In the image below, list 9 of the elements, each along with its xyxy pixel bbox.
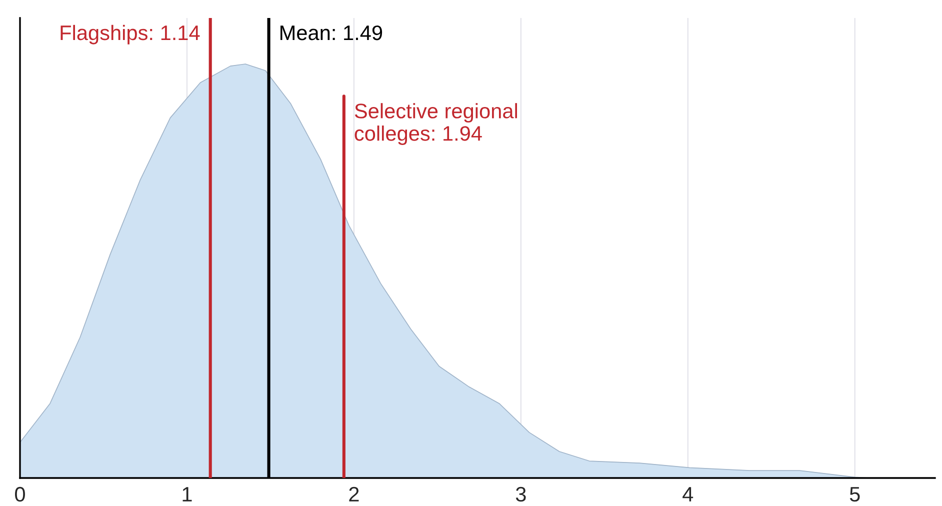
x-tick-label: 2 [349, 486, 359, 502]
ref-line-label: Mean: 1.49 [280, 25, 382, 40]
x-tick-label: 0 [15, 486, 25, 502]
ref-line-label: Flagships: 1.14 [60, 24, 200, 44]
x-tick-label: 4 [682, 487, 694, 502]
x-tick-label: 5 [850, 487, 860, 502]
ref-line-label: Selective regional colleges: 1.94 [354, 103, 517, 145]
x-tick-label: 3 [516, 486, 526, 502]
x-tick-label: 1 [182, 487, 192, 502]
